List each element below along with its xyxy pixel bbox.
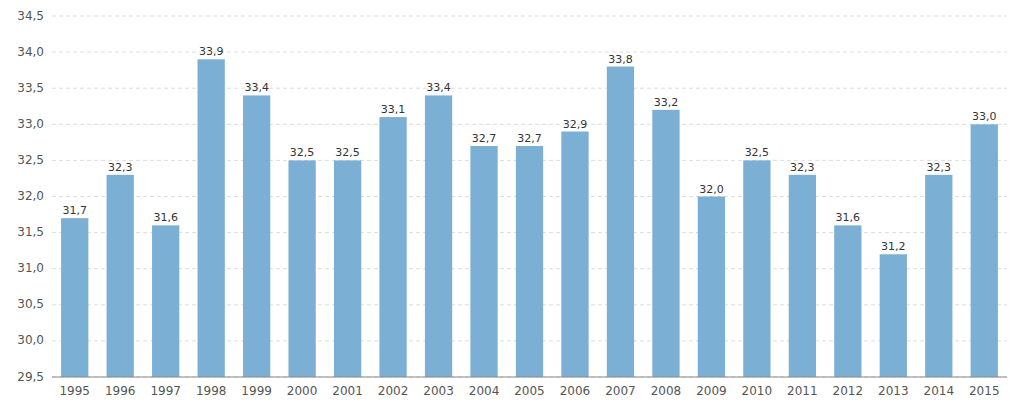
x-tick-label: 2009	[696, 384, 727, 398]
bar	[607, 67, 634, 377]
y-tick-label: 33,5	[17, 81, 44, 95]
x-tick-label: 2014	[924, 384, 955, 398]
x-tick-label: 2013	[878, 384, 909, 398]
y-tick-label: 33,0	[17, 117, 44, 131]
data-label: 32,3	[790, 161, 815, 174]
x-tick-label: 2004	[469, 384, 500, 398]
x-tick-label: 2001	[332, 384, 363, 398]
bar	[243, 95, 270, 377]
bar	[743, 160, 770, 377]
x-tick-label: 2015	[969, 384, 1000, 398]
x-tick-label: 2000	[287, 384, 318, 398]
data-label: 33,4	[244, 81, 269, 94]
grid-line	[52, 52, 1007, 53]
bar	[288, 160, 315, 377]
data-label: 32,5	[335, 146, 360, 159]
data-label: 32,7	[517, 132, 542, 145]
data-label: 33,1	[381, 103, 406, 116]
bar	[470, 146, 497, 377]
bar	[425, 95, 452, 377]
grid-line	[52, 88, 1007, 89]
data-label: 32,0	[699, 183, 724, 196]
y-tick-label: 31,5	[17, 225, 44, 239]
data-label: 32,5	[745, 146, 770, 159]
bars	[61, 59, 998, 377]
x-tick-label: 2008	[651, 384, 682, 398]
grid-line	[52, 124, 1007, 125]
bar	[880, 254, 907, 377]
x-tick-label: 1997	[150, 384, 181, 398]
data-label: 32,3	[108, 161, 133, 174]
grid-line	[52, 377, 1007, 378]
data-label: 31,7	[62, 204, 87, 217]
grid-line	[52, 16, 1007, 17]
data-label: 31,2	[881, 240, 906, 253]
bar	[652, 110, 679, 377]
chart-container: 29,5 30,0 30,5 31,0 31,5 32,0 32,5 33,0 33,5 34,0…	[0, 0, 1023, 409]
data-label: 32,5	[290, 146, 315, 159]
y-tick-label: 32,0	[17, 189, 44, 203]
data-label: 33,8	[608, 53, 633, 66]
y-grid	[52, 16, 1007, 377]
bar	[379, 117, 406, 377]
data-label: 32,9	[563, 118, 588, 131]
bar	[107, 175, 134, 377]
x-tick-label: 2010	[742, 384, 773, 398]
x-tick-label: 1999	[241, 384, 272, 398]
y-tick-label: 34,0	[17, 45, 44, 59]
bar	[152, 225, 179, 377]
x-tick-label: 2005	[514, 384, 545, 398]
y-tick-label: 30,0	[17, 333, 44, 347]
y-tick-label: 30,5	[17, 297, 44, 311]
y-tick-label: 32,5	[17, 153, 44, 167]
data-label: 32,3	[927, 161, 952, 174]
data-label: 33,0	[972, 110, 997, 123]
data-labels: 31,7 32,3 31,6 33,9 33,4 32,5 32,5 33,1 33,4 32,7…	[62, 45, 996, 253]
x-tick-label: 2006	[560, 384, 591, 398]
bar	[61, 218, 88, 377]
data-label: 32,7	[472, 132, 497, 145]
y-axis: 29,5 30,0 30,5 31,0 31,5 32,0 32,5 33,0 33,5 34,0…	[17, 9, 44, 384]
x-axis: 1995 1996 1997 1998 1999 2000 2001 2002 2003 2004…	[52, 377, 1007, 398]
bar	[334, 160, 361, 377]
bar	[516, 146, 543, 377]
bar	[561, 132, 588, 377]
x-tick-label: 2007	[605, 384, 636, 398]
bar	[925, 175, 952, 377]
data-label: 33,9	[199, 45, 224, 58]
bar	[971, 124, 998, 377]
y-tick-label: 31,0	[17, 261, 44, 275]
x-tick-label: 2012	[833, 384, 864, 398]
data-label: 33,2	[654, 96, 679, 109]
data-label: 31,6	[153, 211, 178, 224]
data-label: 31,6	[836, 211, 861, 224]
x-tick-label: 2002	[378, 384, 409, 398]
x-tick-label: 2011	[787, 384, 818, 398]
x-axis-line	[52, 377, 1007, 378]
bar	[834, 225, 861, 377]
x-tick-label: 1995	[59, 384, 90, 398]
bar	[789, 175, 816, 377]
bar	[698, 197, 725, 378]
y-tick-label: 29,5	[17, 370, 44, 384]
x-tick-label: 1998	[196, 384, 227, 398]
bar	[198, 59, 225, 377]
data-label: 33,4	[426, 81, 451, 94]
x-tick-label: 2003	[423, 384, 454, 398]
y-tick-label: 34,5	[17, 9, 44, 23]
x-tick-label: 1996	[105, 384, 136, 398]
chart: 29,5 30,0 30,5 31,0 31,5 32,0 32,5 33,0 33,5 34,0…	[0, 0, 1023, 409]
